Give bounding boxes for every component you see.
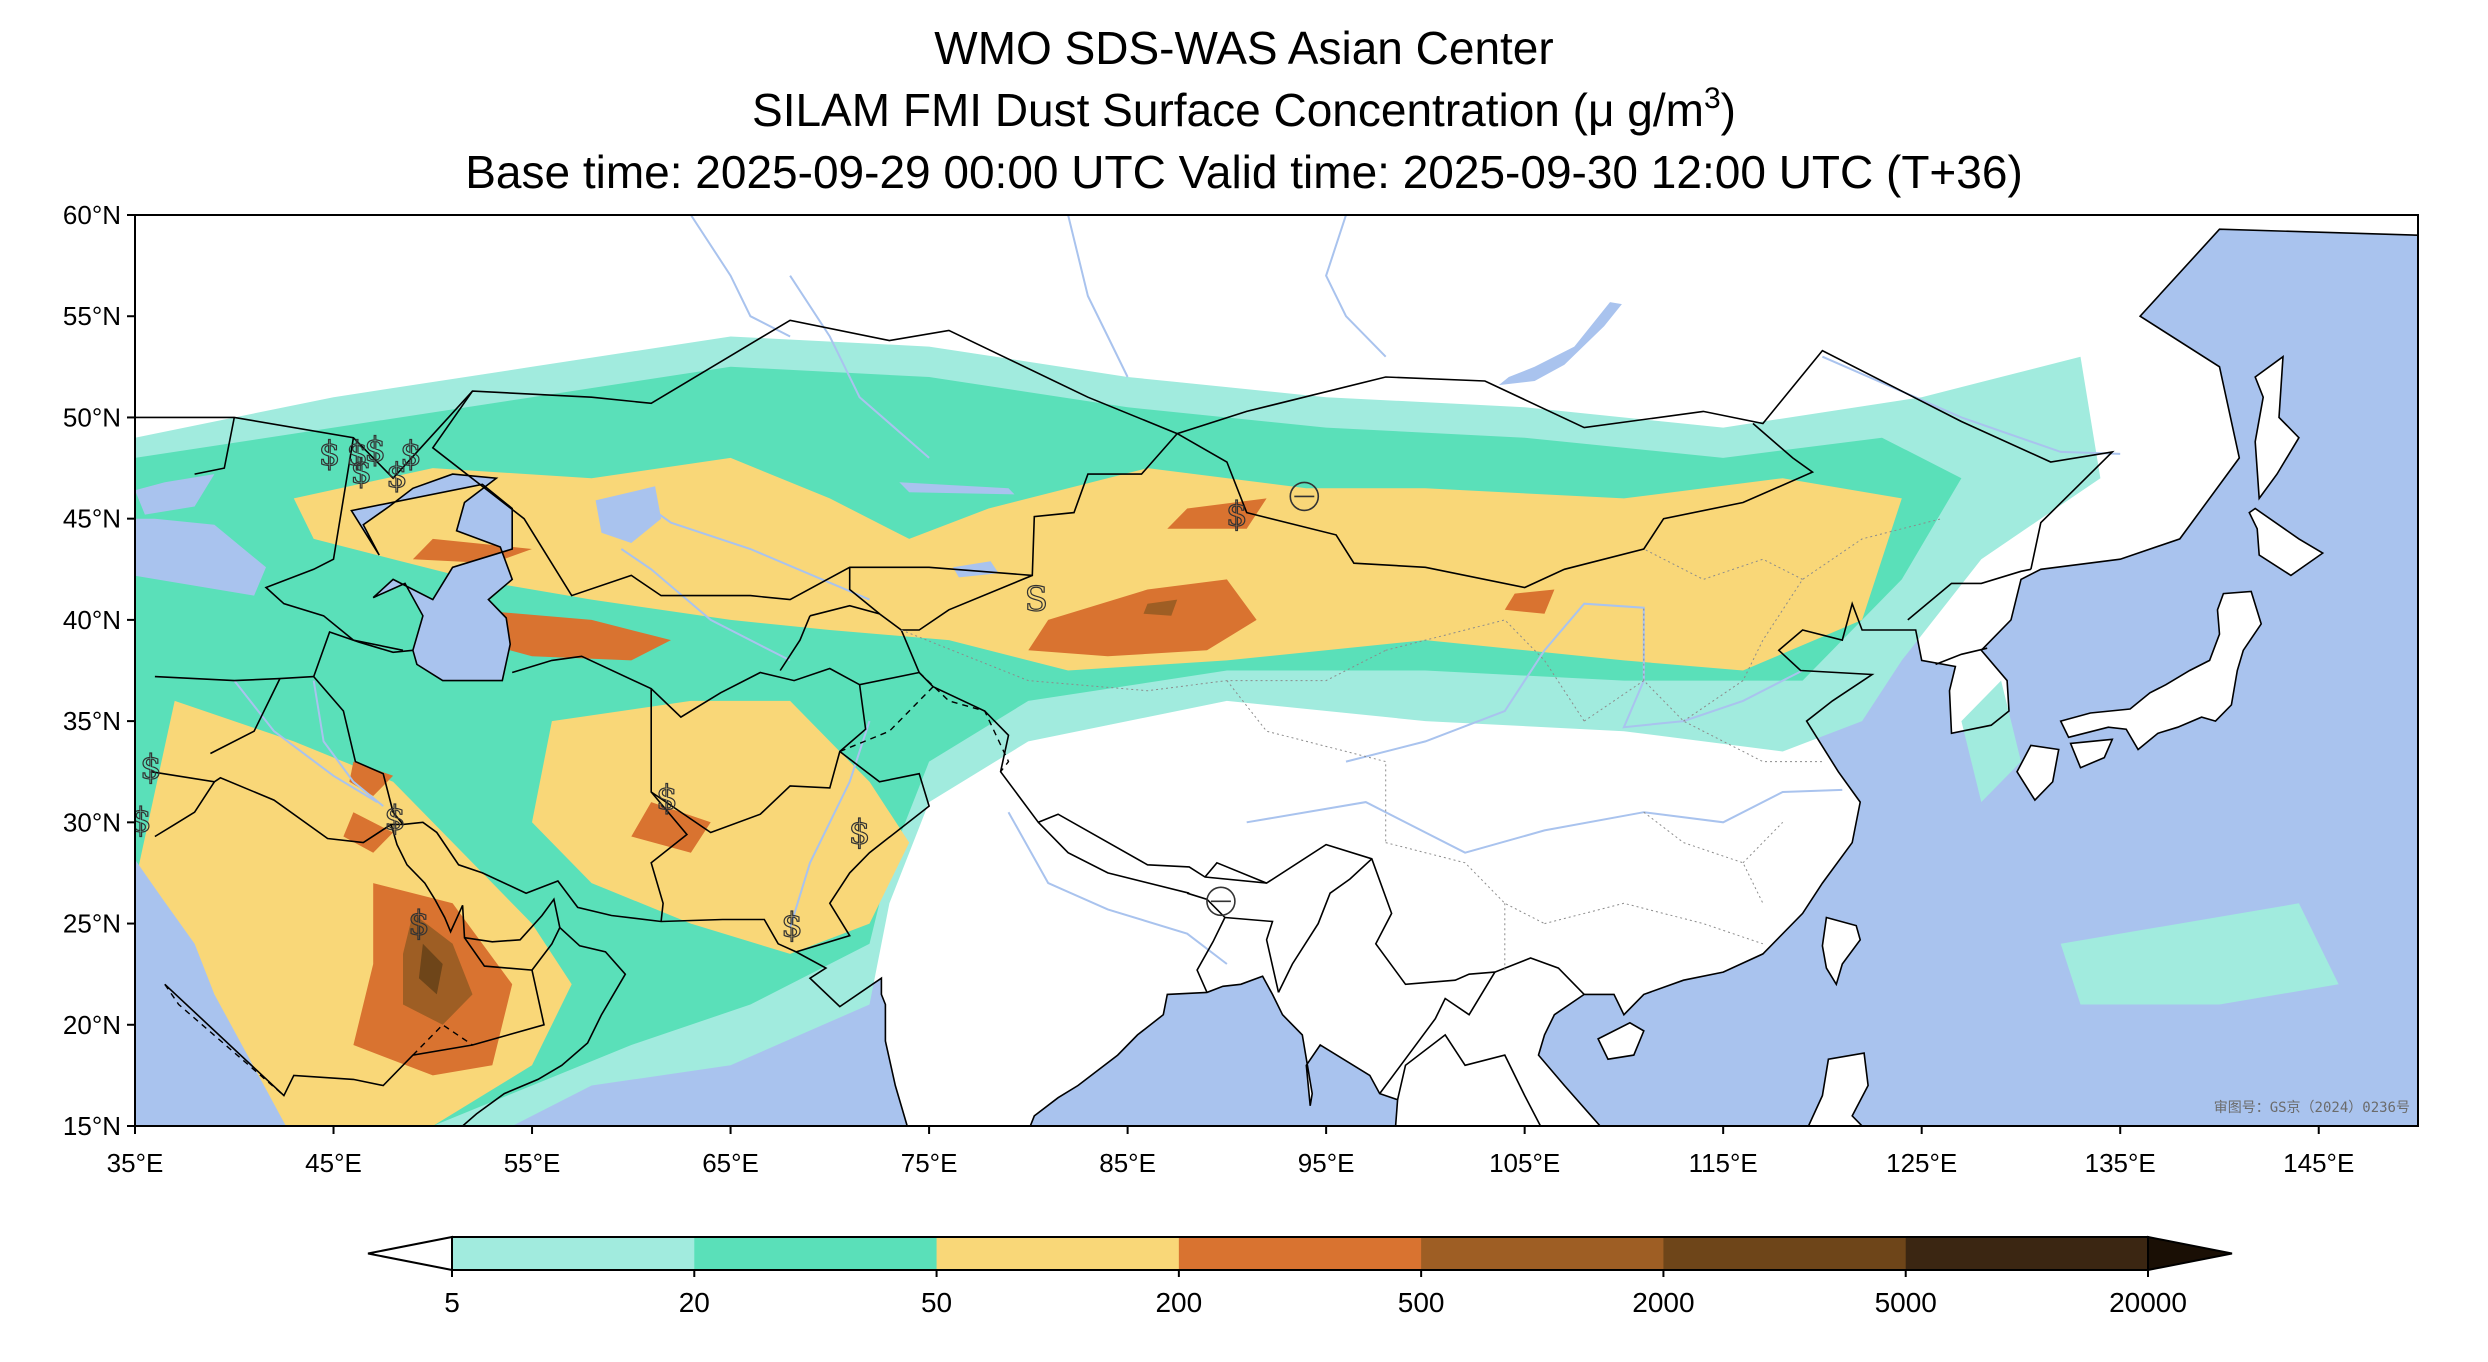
- station-symbol-11: $: [656, 778, 678, 818]
- x-tick-label-0: 35°E: [107, 1148, 164, 1178]
- colorbar-segment-1: [694, 1237, 938, 1270]
- y-tick-label-3: 45°N: [63, 504, 121, 534]
- x-tick-label-9: 125°E: [1886, 1148, 1957, 1178]
- inland-water-layer: [135, 215, 2121, 1126]
- x-tick-label-2: 55°E: [504, 1148, 561, 1178]
- station-symbol-10: $: [384, 798, 406, 838]
- colorbar-segment-6: [1905, 1237, 2149, 1270]
- colorbar-segment-5: [1663, 1237, 1907, 1270]
- colorbar-label-3: 200: [1155, 1287, 1202, 1318]
- colorbar-over-arrow: [2147, 1235, 2233, 1272]
- x-tick-label-10: 135°E: [2085, 1148, 2156, 1178]
- y-tick-label-7: 25°N: [63, 909, 121, 939]
- dust-level-1-area: [1961, 680, 2021, 803]
- station-symbol-9: $: [130, 800, 152, 840]
- y-tick-label-8: 20°N: [63, 1010, 121, 1040]
- title-line-3: Base time: 2025-09-29 00:00 UTC Valid ti…: [465, 146, 2023, 198]
- x-tick-label-6: 95°E: [1298, 1148, 1355, 1178]
- station-symbol-13: $: [781, 906, 803, 946]
- station-symbols: $ $$ $$ $$S$$ $$$$$: [130, 429, 1320, 946]
- y-tick-label-2: 50°N: [63, 402, 121, 432]
- dust-level-4-area: [1167, 498, 1267, 529]
- dust-level-4-area: [631, 802, 711, 853]
- dust-level-5-area: [1143, 599, 1178, 616]
- colorbar-frame: [451, 1236, 2149, 1271]
- colorbar-segment-2: [936, 1237, 1180, 1270]
- map-area: $ $$ $$ $$S$$ $$$$$ 审图号：GS京（2024）0236号: [130, 215, 2418, 1126]
- colorbar-label-1: 20: [679, 1287, 710, 1318]
- longitude-ticks: 35°E 45°E 55°E 65°E 75°E 85°E 95°E 105°E 115°E 12…: [107, 1126, 2354, 1178]
- station-symbol-8: $: [140, 748, 162, 788]
- x-tick-label-4: 75°E: [901, 1148, 958, 1178]
- country-borders: [135, 215, 2418, 1126]
- colorbar-segment-3: [1178, 1237, 1422, 1270]
- station-symbol-4: $: [350, 452, 372, 492]
- x-tick-label-7: 105°E: [1489, 1148, 1560, 1178]
- map-frame: [134, 214, 2419, 1127]
- y-tick-label-5: 35°N: [63, 706, 121, 736]
- map-approval-watermark: 审图号：GS京（2024）0236号: [2214, 1100, 2410, 1116]
- x-tick-label-8: 115°E: [1689, 1148, 1758, 1178]
- station-symbol-1: $: [346, 434, 368, 474]
- colorbar: 5 20 50 200 500 2000 5000 20000: [367, 1235, 2233, 1318]
- y-tick-label-6: 30°N: [63, 807, 121, 837]
- dust-level-4-area: [472, 609, 671, 661]
- station-symbol-0: $: [319, 434, 341, 474]
- title-line-2-end: ): [1720, 84, 1736, 136]
- x-tick-label-5: 85°E: [1099, 1148, 1156, 1178]
- x-tick-label-3: 65°E: [702, 1148, 759, 1178]
- station-symbol-14: $: [408, 904, 430, 944]
- dust-level-6-area: [418, 943, 443, 995]
- station-symbol-3: $: [400, 434, 422, 474]
- dust-level-3-area: [293, 457, 1902, 671]
- colorbar-label-6: 5000: [1875, 1287, 1937, 1318]
- title-line-2: SILAM FMI Dust Surface Concentration (μ …: [0, 82, 2488, 137]
- x-tick-label-1: 45°E: [305, 1148, 362, 1178]
- colorbar-segment-0: [452, 1237, 695, 1270]
- circle-symbol-0: [1289, 481, 1320, 512]
- station-symbol-12: $: [849, 813, 871, 853]
- colorbar-segment-4: [1421, 1237, 1664, 1270]
- y-tick-label-4: 40°N: [63, 605, 121, 635]
- colorbar-label-5: 2000: [1632, 1287, 1694, 1318]
- circle-symbol-1: [1206, 886, 1236, 917]
- dust-level-4-area: [1504, 589, 1555, 614]
- station-symbol-2: $: [364, 430, 386, 470]
- title-line-1: WMO SDS-WAS Asian Center: [934, 22, 1554, 74]
- station-symbol-7: S: [1025, 580, 1048, 620]
- dust-level-4-area: [343, 812, 394, 853]
- dust-level-3-area: [532, 700, 910, 954]
- dust-level-1-area: [2060, 903, 2339, 1005]
- station-symbol-5: $: [386, 456, 408, 496]
- colorbar-label-4: 500: [1398, 1287, 1445, 1318]
- station-symbol-6: $: [1226, 495, 1248, 535]
- dust-level-4-area: [1028, 579, 1257, 657]
- y-tick-label-1: 55°N: [63, 301, 121, 331]
- title-line-2-main: SILAM FMI Dust Surface Concentration (μ …: [752, 84, 1704, 136]
- colorbar-label-0: 5: [444, 1287, 460, 1318]
- y-tick-label-0: 60°N: [63, 200, 121, 230]
- y-tick-label-9: 15°N: [63, 1111, 121, 1141]
- latitude-ticks: 60°N 55°N 50°N 45°N 40°N 35°N 30°N 25°N 20°N 15°N: [63, 200, 135, 1141]
- colorbar-label-7: 20000: [2109, 1287, 2187, 1318]
- title-line-2-superscript: 3: [1703, 82, 1721, 115]
- colorbar-label-2: 50: [921, 1287, 952, 1318]
- x-tick-label-11: 145°E: [2283, 1148, 2354, 1178]
- colorbar-under-arrow: [367, 1235, 453, 1272]
